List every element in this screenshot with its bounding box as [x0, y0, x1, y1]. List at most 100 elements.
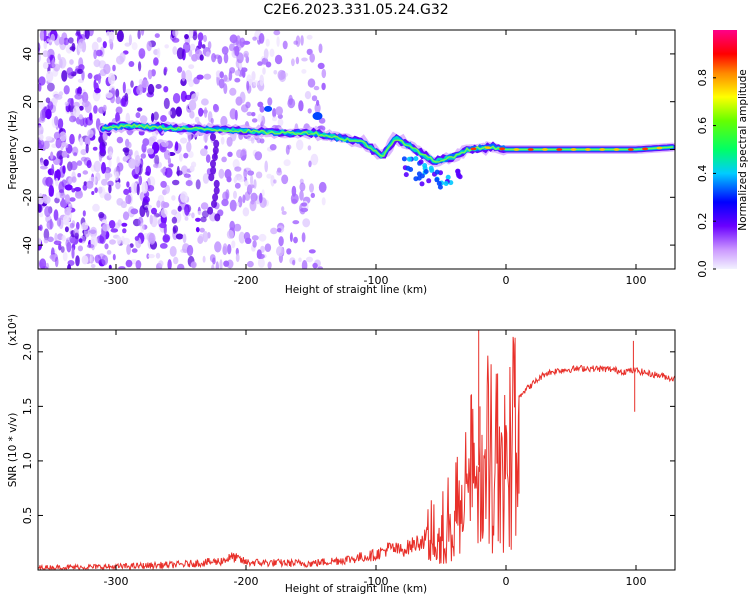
noise-blob	[105, 92, 113, 99]
noise-blob	[221, 156, 227, 163]
noise-blob	[151, 207, 157, 215]
noise-blob	[259, 105, 265, 113]
noise-blob	[70, 98, 74, 107]
noise-blob	[123, 188, 130, 195]
noise-blob	[114, 222, 121, 229]
noise-blob	[180, 90, 187, 103]
signal-cluster	[434, 177, 440, 183]
noise-blob	[138, 48, 146, 59]
noise-blob	[213, 179, 220, 188]
noise-blob	[64, 184, 73, 191]
noise-blob	[172, 30, 179, 37]
noise-blob	[233, 176, 238, 184]
noise-blob	[138, 175, 143, 186]
noise-blob	[69, 59, 74, 65]
noise-blob	[115, 106, 123, 115]
noise-blob	[102, 223, 110, 232]
noise-blob	[145, 165, 151, 176]
noise-blob	[146, 185, 155, 192]
noise-blob	[213, 186, 220, 195]
noise-blob	[182, 42, 191, 53]
noise-blob	[243, 168, 248, 179]
y-tick-label: -40	[21, 236, 34, 254]
noise-blob	[273, 70, 278, 75]
noise-blob	[62, 214, 70, 226]
noise-blob	[163, 86, 169, 93]
noise-blob	[71, 176, 77, 183]
noise-blob	[115, 181, 121, 190]
noise-blob	[160, 115, 167, 122]
noise-blob	[116, 236, 122, 245]
noise-blob	[255, 171, 263, 179]
noise-blob	[233, 223, 242, 232]
noise-blob	[188, 79, 195, 88]
x-tick-label: 100	[626, 575, 647, 588]
noise-blob	[203, 34, 207, 43]
noise-blob	[85, 143, 89, 154]
noise-blob	[292, 220, 300, 225]
noise-blob	[167, 157, 171, 165]
noise-blob	[66, 67, 74, 76]
noise-blob	[210, 166, 217, 175]
noise-blob	[120, 201, 128, 209]
signal-cluster	[426, 178, 432, 184]
spectrogram-background-noise	[38, 30, 327, 269]
y-tick-label: 0.5	[21, 507, 34, 525]
noise-blob	[223, 52, 229, 64]
signal-cluster	[403, 172, 409, 178]
noise-blob	[276, 246, 284, 257]
noise-blob	[191, 212, 195, 219]
signal-cluster	[418, 159, 424, 165]
noise-blob	[182, 233, 187, 244]
signal-cluster	[401, 156, 407, 162]
noise-blob	[299, 190, 304, 201]
noise-blob	[43, 40, 48, 50]
noise-blob	[86, 160, 92, 169]
noise-blob	[38, 202, 42, 213]
snr-frame	[37, 329, 676, 571]
noise-blob	[104, 193, 112, 201]
noise-blob	[213, 139, 220, 148]
noise-blob	[50, 33, 55, 43]
noise-blob	[96, 37, 102, 43]
noise-blob	[276, 228, 282, 233]
noise-blob	[305, 256, 314, 263]
noise-blob	[123, 155, 130, 161]
noise-blob	[292, 259, 296, 266]
noise-blob	[244, 237, 252, 244]
noise-blob	[272, 108, 277, 118]
noise-blob	[59, 192, 66, 199]
noise-blob	[104, 243, 109, 250]
signal-peak	[542, 148, 548, 151]
noise-blob	[218, 168, 225, 179]
noise-blob	[87, 129, 94, 139]
noise-blob	[309, 183, 314, 193]
noise-blob	[264, 160, 269, 173]
noise-blob	[159, 243, 168, 249]
noise-blob	[223, 83, 228, 95]
noise-blob	[179, 153, 183, 162]
noise-blob	[146, 253, 150, 259]
noise-blob	[257, 258, 265, 268]
noise-blob	[126, 181, 130, 188]
noise-blob	[278, 236, 284, 247]
noise-blob	[246, 80, 250, 91]
noise-blob	[45, 108, 52, 120]
noise-blob	[175, 233, 184, 240]
noise-blob	[200, 202, 209, 210]
noise-blob	[148, 232, 156, 245]
noise-blob	[47, 101, 54, 111]
noise-blob	[65, 239, 70, 248]
noise-blob	[116, 156, 120, 165]
noise-blob	[217, 55, 223, 65]
noise-blob	[304, 91, 312, 100]
noise-blob	[121, 235, 125, 245]
noise-blob	[198, 107, 204, 117]
noise-blob	[205, 154, 211, 163]
noise-blob	[160, 208, 168, 218]
noise-blob	[275, 106, 284, 116]
noise-blob	[67, 264, 72, 269]
noise-blob	[69, 133, 75, 145]
noise-blob	[91, 41, 99, 52]
